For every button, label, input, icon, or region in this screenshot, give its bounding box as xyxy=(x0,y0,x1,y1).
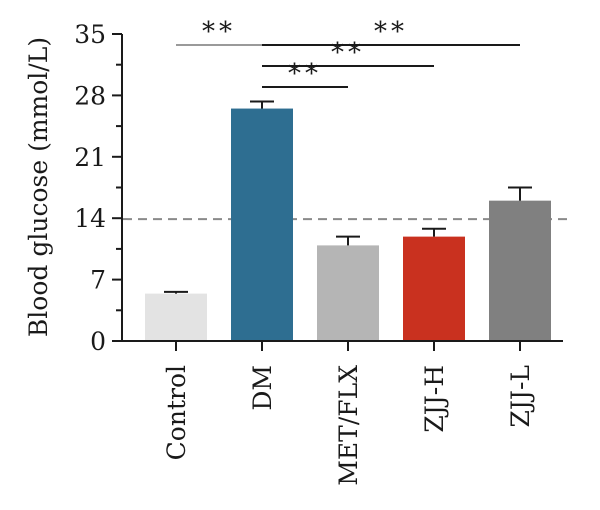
bar-zjj-h xyxy=(403,236,465,341)
y-tick-label: 28 xyxy=(74,81,106,110)
y-tick-label: 14 xyxy=(74,204,106,233)
x-tick-label: ZJJ-L xyxy=(506,365,535,427)
y-tick-label: 35 xyxy=(74,20,106,49)
significance-layer: ** ** ** ** xyxy=(176,17,520,89)
significance-label: ** xyxy=(288,59,322,89)
bars-layer xyxy=(145,100,551,341)
y-tick-label: 7 xyxy=(90,266,106,295)
y-tick-label: 21 xyxy=(74,143,106,172)
significance-label: ** xyxy=(374,17,408,47)
bar-zjj-l xyxy=(489,200,551,341)
x-tick-label: MET/FLX xyxy=(334,365,363,486)
axes-layer: 0 7 14 21 28 35 Control DM MET/FLX ZJJ-H ZJJ-L xyxy=(74,20,563,486)
y-axis-label: Blood glucose (mmol/L) xyxy=(24,37,53,337)
x-tick-label: Control xyxy=(162,365,191,460)
x-tick-label: DM xyxy=(248,365,277,411)
y-tick-label: 0 xyxy=(90,327,106,356)
significance-label: ** xyxy=(202,17,236,47)
bar-dm xyxy=(231,108,293,341)
bar-met-flx xyxy=(317,245,379,341)
significance-label: ** xyxy=(331,38,365,68)
bar-control xyxy=(145,293,207,341)
x-tick-label: ZJJ-H xyxy=(420,365,449,433)
